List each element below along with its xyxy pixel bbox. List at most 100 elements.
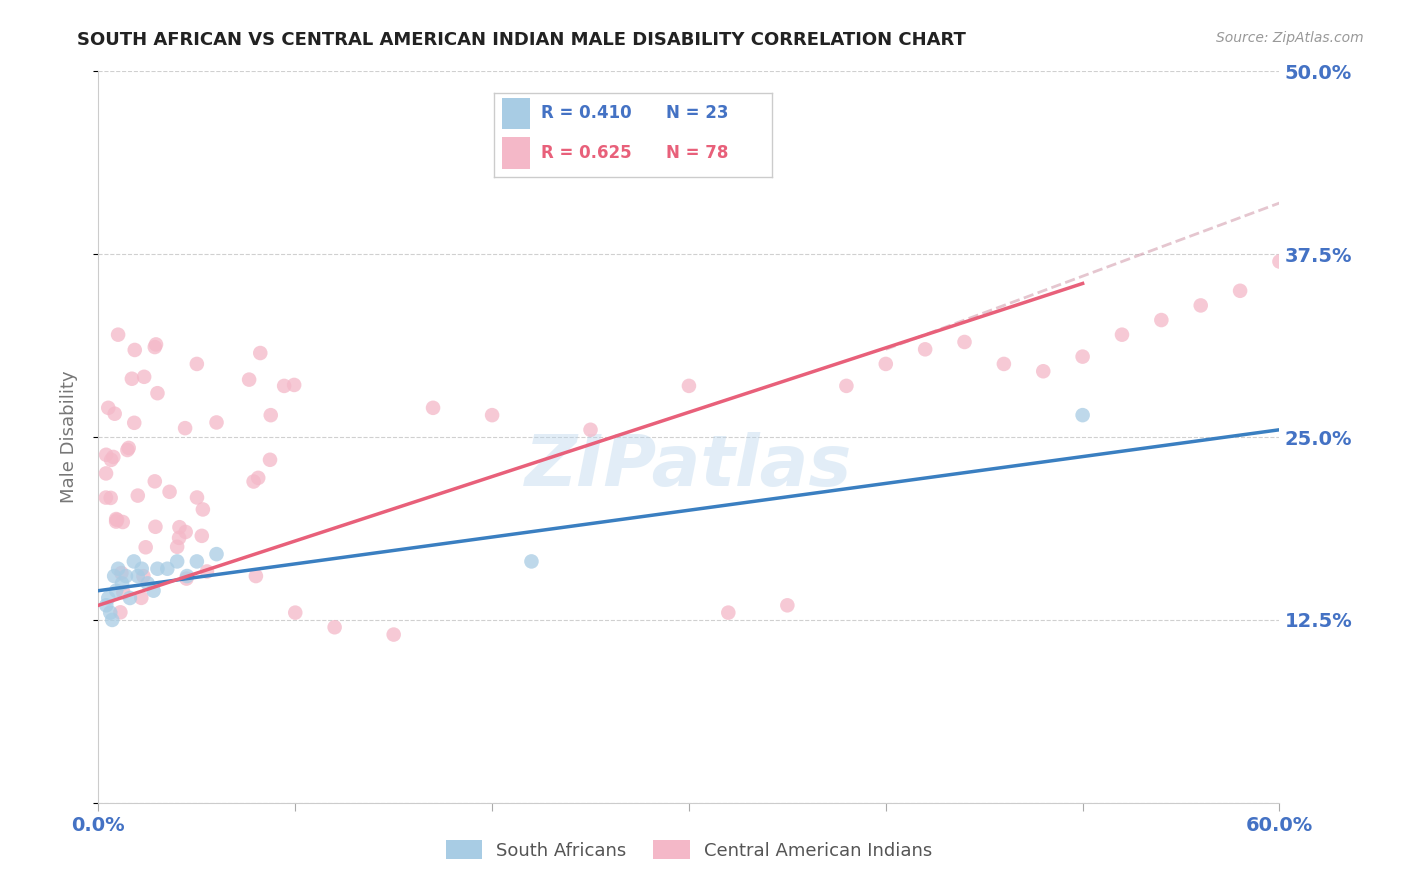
- Point: [100, 491, 122, 505]
- Text: ZIPatlas: ZIPatlas: [526, 432, 852, 500]
- Point: [186, 491, 208, 505]
- Point: [143, 475, 166, 489]
- Point: [249, 346, 271, 360]
- Point: [174, 421, 197, 435]
- Point: [105, 515, 128, 529]
- Point: [110, 605, 132, 619]
- Point: [191, 502, 214, 516]
- Point: [101, 613, 124, 627]
- Point: [238, 373, 260, 387]
- Point: [145, 337, 167, 351]
- Point: [145, 520, 167, 534]
- Point: [105, 583, 128, 598]
- Point: [96, 599, 118, 613]
- Point: [422, 401, 444, 415]
- Point: [520, 554, 543, 568]
- Point: [259, 452, 281, 467]
- Point: [94, 467, 117, 481]
- Point: [205, 547, 228, 561]
- Point: [1111, 327, 1133, 342]
- Text: SOUTH AFRICAN VS CENTRAL AMERICAN INDIAN MALE DISABILITY CORRELATION CHART: SOUTH AFRICAN VS CENTRAL AMERICAN INDIAN…: [77, 31, 966, 49]
- Point: [191, 529, 214, 543]
- Point: [122, 416, 145, 430]
- Point: [176, 569, 198, 583]
- Point: [105, 513, 128, 527]
- Point: [195, 565, 218, 579]
- Point: [127, 569, 149, 583]
- Point: [107, 327, 129, 342]
- Point: [323, 620, 346, 634]
- Point: [1229, 284, 1251, 298]
- Point: [105, 512, 128, 526]
- Point: [100, 453, 122, 467]
- Legend: South Africans, Central American Indians: South Africans, Central American Indians: [439, 833, 939, 867]
- Point: [146, 386, 169, 401]
- Point: [159, 484, 181, 499]
- Point: [247, 471, 270, 485]
- Point: [124, 343, 146, 357]
- Point: [97, 401, 120, 415]
- Point: [98, 606, 121, 620]
- Point: [382, 627, 405, 641]
- Point: [678, 379, 700, 393]
- Point: [166, 540, 188, 554]
- Y-axis label: Male Disability: Male Disability: [59, 371, 77, 503]
- Point: [284, 606, 307, 620]
- Point: [104, 407, 127, 421]
- Point: [717, 606, 740, 620]
- Point: [1189, 298, 1212, 312]
- Point: [134, 369, 156, 384]
- Point: [245, 569, 267, 583]
- Point: [1268, 254, 1291, 268]
- Point: [1308, 240, 1330, 254]
- Point: [118, 591, 141, 605]
- Point: [1071, 350, 1094, 364]
- Point: [143, 340, 166, 354]
- Point: [176, 572, 198, 586]
- Point: [993, 357, 1015, 371]
- Point: [129, 591, 152, 605]
- Point: [1071, 408, 1094, 422]
- Point: [131, 562, 153, 576]
- Point: [1150, 313, 1173, 327]
- Text: Source: ZipAtlas.com: Source: ZipAtlas.com: [1216, 31, 1364, 45]
- Point: [174, 524, 197, 539]
- Point: [117, 442, 139, 457]
- Point: [166, 554, 188, 568]
- Point: [115, 569, 138, 583]
- Point: [111, 515, 134, 529]
- Point: [914, 343, 936, 357]
- Point: [94, 491, 117, 505]
- Point: [111, 576, 134, 591]
- Point: [953, 334, 976, 349]
- Point: [169, 520, 191, 534]
- Point: [186, 554, 208, 568]
- Point: [122, 554, 145, 568]
- Point: [146, 562, 169, 576]
- Point: [107, 562, 129, 576]
- Point: [121, 372, 143, 386]
- Point: [579, 423, 602, 437]
- Point: [112, 585, 135, 599]
- Point: [156, 562, 179, 576]
- Point: [273, 379, 295, 393]
- Point: [94, 448, 117, 462]
- Point: [242, 475, 264, 489]
- Point: [835, 379, 858, 393]
- Point: [167, 531, 190, 545]
- Point: [142, 583, 165, 598]
- Point: [135, 541, 157, 555]
- Point: [110, 566, 132, 580]
- Point: [481, 408, 503, 422]
- Point: [103, 569, 125, 583]
- Point: [1032, 364, 1054, 378]
- Point: [127, 489, 149, 503]
- Point: [136, 576, 159, 591]
- Point: [97, 591, 120, 605]
- Point: [260, 408, 283, 422]
- Point: [205, 416, 228, 430]
- Point: [103, 450, 125, 464]
- Point: [186, 357, 208, 371]
- Point: [776, 599, 799, 613]
- Point: [283, 378, 305, 392]
